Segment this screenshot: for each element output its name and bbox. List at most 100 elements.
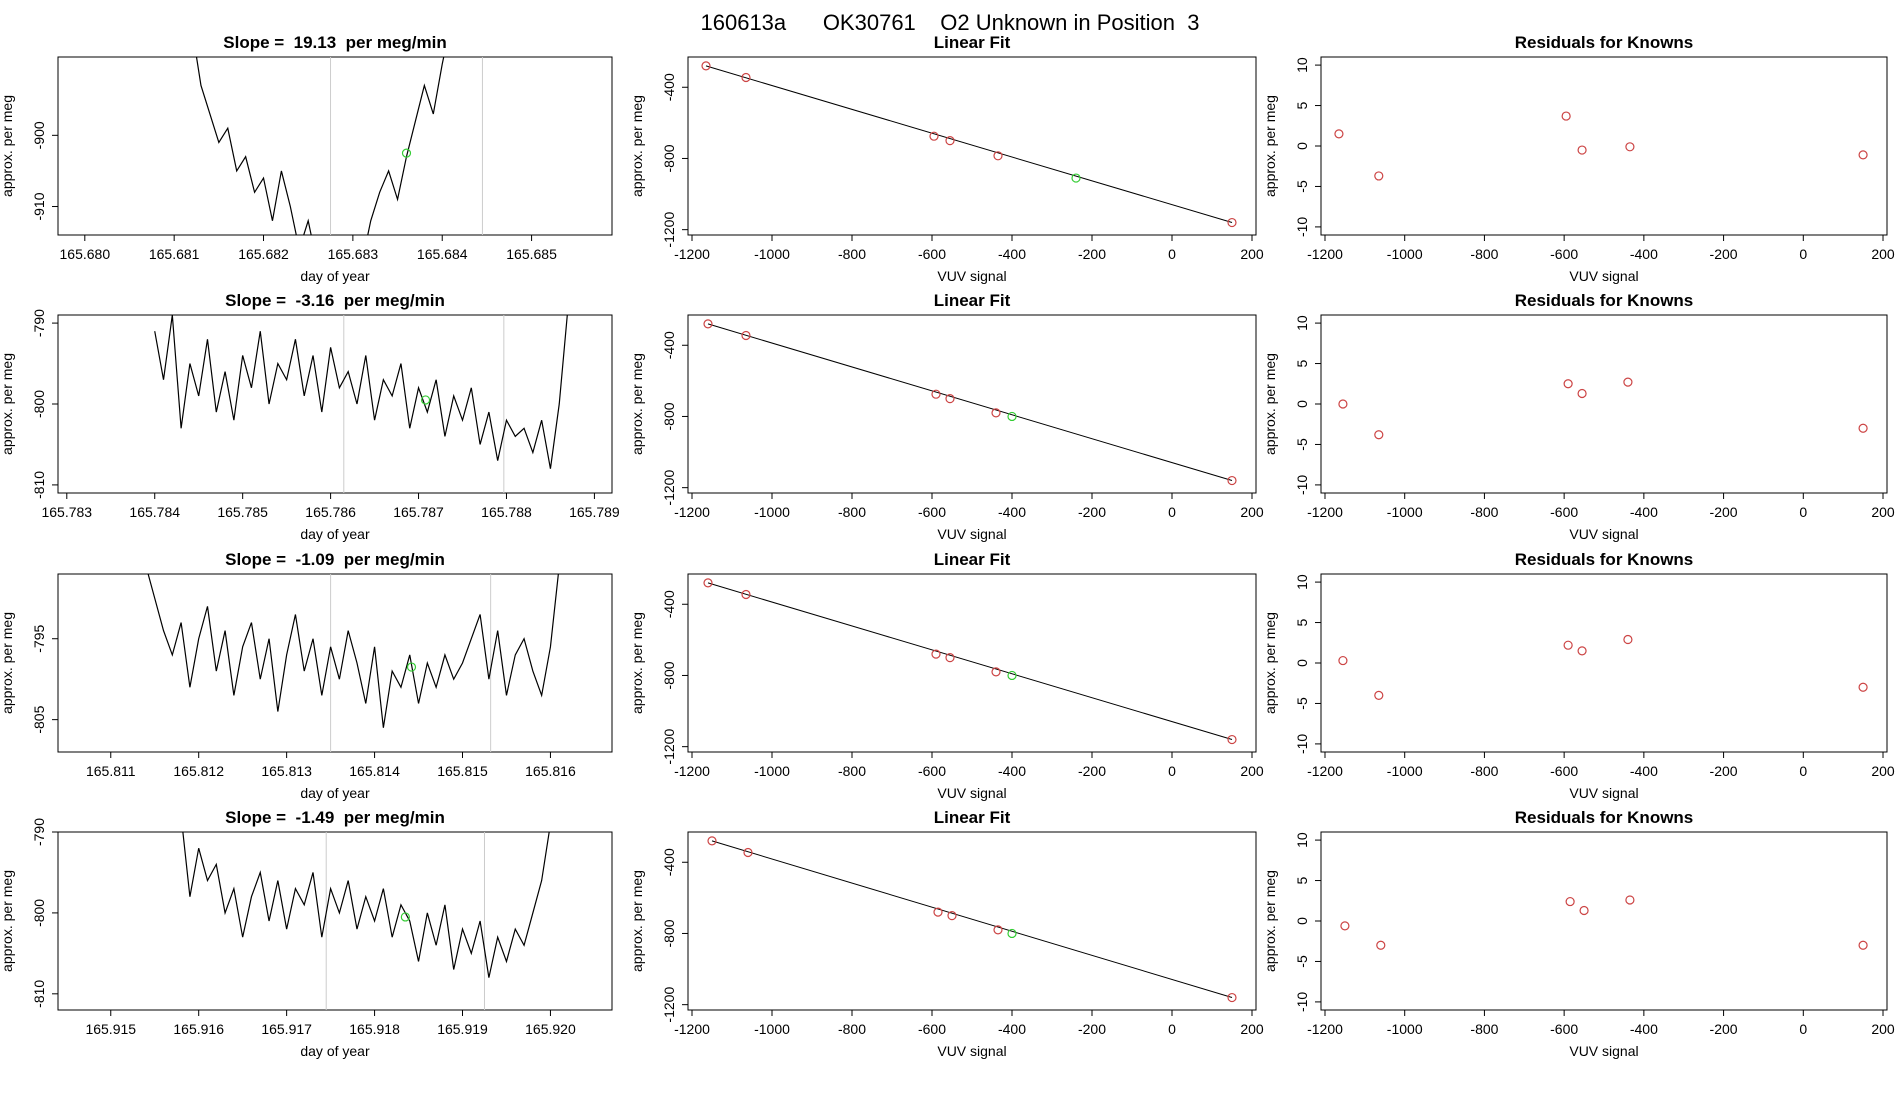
data-point (931, 389, 941, 399)
y-tick-label: -10 (1294, 475, 1310, 495)
x-tick-label: 200 (1871, 1021, 1895, 1037)
x-tick-label: -1200 (674, 504, 710, 520)
unknown-point (401, 148, 412, 158)
x-tick-label: 165.783 (41, 504, 92, 520)
y-tick-label: -10 (1294, 217, 1310, 237)
x-tick-label: 165.916 (173, 1021, 224, 1037)
y-tick-label: 0 (1294, 400, 1310, 408)
y-tick-label: 5 (1294, 101, 1310, 109)
data-point (1374, 171, 1384, 181)
panel-title: Linear Fit (934, 550, 1011, 569)
data-point (1579, 905, 1589, 916)
data-point (993, 925, 1003, 935)
x-tick-label: -600 (1550, 246, 1578, 262)
unknown-point (400, 912, 410, 922)
data-point (1338, 655, 1348, 666)
panel-title: Slope = -1.49 per meg/min (225, 808, 445, 827)
x-tick-label: 165.814 (349, 763, 400, 779)
x-tick-label: 165.788 (481, 504, 532, 520)
x-tick-label: -200 (1078, 1021, 1106, 1037)
x-axis-label: VUV signal (937, 268, 1006, 284)
data-point (947, 911, 957, 921)
x-tick-label: -1200 (674, 763, 710, 779)
y-tick-label: -400 (661, 848, 677, 876)
panel-title: Slope = -3.16 per meg/min (225, 291, 445, 310)
x-axis-label: VUV signal (1569, 1043, 1638, 1059)
x-axis-label: VUV signal (1569, 785, 1638, 801)
x-tick-label: 165.685 (506, 246, 557, 262)
x-tick-label: 0 (1799, 1021, 1807, 1037)
data-point (743, 847, 753, 858)
plot-frame (57, 573, 613, 753)
unknown-point (1007, 670, 1017, 681)
x-tick-label: 165.915 (85, 1021, 136, 1037)
x-tick-label: 165.815 (437, 763, 488, 779)
data-point (1227, 475, 1237, 486)
data-point (741, 330, 751, 341)
x-tick-label: -1000 (1387, 246, 1423, 262)
y-tick-label: -10 (1294, 734, 1310, 754)
x-tick-label: -1000 (754, 763, 790, 779)
y-axis-label: approx. per meg (629, 353, 645, 455)
plot-frame (687, 314, 1257, 494)
y-tick-label: -795 (31, 625, 47, 653)
y-tick-label: -800 (661, 144, 677, 172)
x-tick-label: 165.789 (569, 504, 620, 520)
y-tick-label: -400 (661, 331, 677, 359)
panel-title: Residuals for Knowns (1515, 291, 1694, 310)
data-point (1577, 388, 1587, 399)
x-tick-label: -400 (1630, 1021, 1658, 1037)
x-axis-label: VUV signal (937, 526, 1006, 542)
data-point (991, 667, 1001, 677)
y-tick-label: -400 (661, 590, 677, 618)
x-tick-label: 200 (1240, 763, 1264, 779)
data-point (707, 836, 717, 846)
x-tick-label: -1200 (1307, 504, 1343, 520)
x-axis-label: day of year (300, 785, 370, 801)
x-tick-label: -600 (1550, 763, 1578, 779)
x-tick-label: -200 (1078, 763, 1106, 779)
y-tick-label: -1200 (661, 212, 677, 248)
data-point (741, 72, 751, 83)
data-point (1577, 646, 1587, 656)
data-point (1563, 379, 1573, 389)
x-axis-label: day of year (300, 268, 370, 284)
y-tick-label: -910 (31, 192, 47, 220)
y-tick-label: 10 (1294, 574, 1310, 590)
x-tick-label: 165.917 (261, 1021, 312, 1037)
x-tick-label: 0 (1168, 1021, 1176, 1037)
y-tick-label: -800 (31, 390, 47, 418)
data-point (1858, 423, 1868, 433)
data-point (945, 653, 955, 663)
panel-title: Linear Fit (934, 33, 1011, 52)
panel-title: Linear Fit (934, 808, 1011, 827)
x-tick-label: 165.918 (349, 1021, 400, 1037)
data-point (1561, 111, 1571, 121)
x-tick-label: -600 (918, 504, 946, 520)
plot-frame (687, 56, 1257, 236)
data-point (703, 319, 713, 329)
panel-title: Residuals for Knowns (1515, 550, 1694, 569)
unknown-point (1007, 411, 1017, 422)
x-tick-label: 165.786 (305, 504, 356, 520)
data-point (1334, 129, 1344, 139)
x-tick-label: -800 (1470, 504, 1498, 520)
x-tick-label: -1000 (1387, 504, 1423, 520)
y-axis-label: approx. per meg (629, 612, 645, 714)
x-tick-label: 165.680 (60, 246, 111, 262)
x-tick-label: 165.919 (437, 1021, 488, 1037)
x-tick-label: -200 (1710, 504, 1738, 520)
x-axis-label: VUV signal (937, 1043, 1006, 1059)
x-tick-label: 165.816 (525, 763, 576, 779)
y-tick-label: -810 (31, 980, 47, 1008)
plot-frame (57, 56, 613, 236)
x-tick-label: -400 (998, 246, 1026, 262)
y-tick-label: -10 (1294, 992, 1310, 1012)
x-tick-label: 165.812 (173, 763, 224, 779)
data-point (1625, 142, 1635, 152)
x-tick-label: -1200 (674, 246, 710, 262)
x-tick-label: -400 (1630, 246, 1658, 262)
panel-title: Residuals for Knowns (1515, 808, 1694, 827)
x-tick-label: -400 (998, 504, 1026, 520)
y-tick-label: -400 (661, 73, 677, 101)
